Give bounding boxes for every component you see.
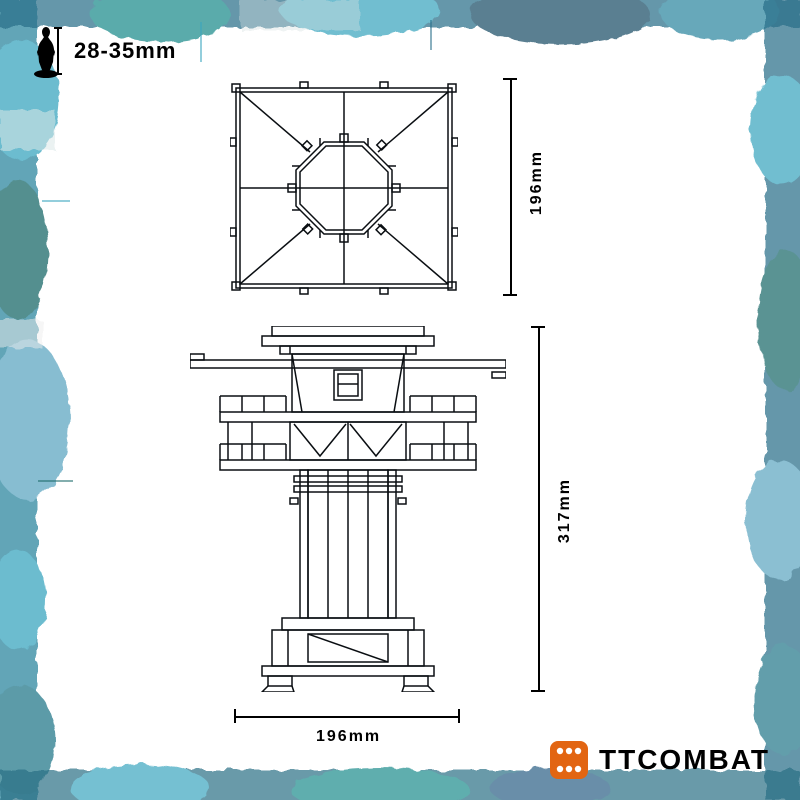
- dim-top-height: 196mm: [528, 150, 546, 215]
- front-view-drawing: [190, 326, 506, 692]
- dim-cap: [503, 78, 517, 80]
- top-view-drawing: [230, 78, 458, 296]
- dim-cap: [458, 709, 460, 723]
- dim-front-width: 196mm: [316, 728, 381, 746]
- scale-label: 28-35mm: [74, 38, 176, 64]
- dim-cap: [503, 294, 517, 296]
- dim-line-front-height: [538, 326, 540, 692]
- brand-logo: TTCOMBAT: [547, 738, 770, 782]
- miniature-silhouette-icon: [28, 22, 64, 80]
- dim-cap: [531, 690, 545, 692]
- dim-line-top-height: [510, 78, 512, 296]
- brand-name: TTCOMBAT: [599, 744, 770, 776]
- scale-indicator: 28-35mm: [28, 22, 176, 80]
- dim-cap: [234, 709, 236, 723]
- technical-diagram: 196mm: [140, 78, 660, 718]
- dim-cap: [531, 326, 545, 328]
- dim-front-height: 317mm: [556, 478, 574, 543]
- dim-line-front-width: [234, 716, 460, 718]
- dice-icon: [547, 738, 591, 782]
